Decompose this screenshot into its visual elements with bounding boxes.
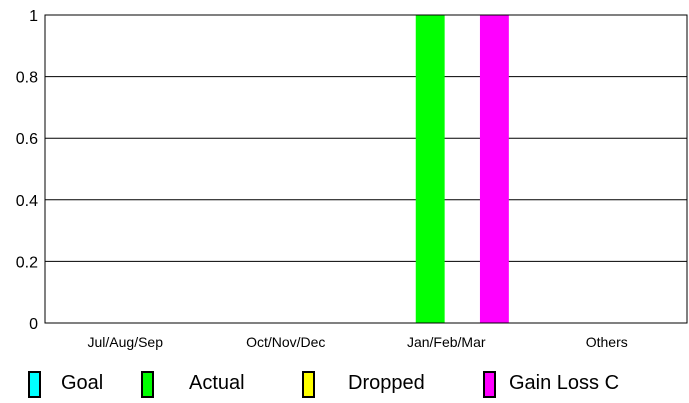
legend-label-gain-loss: Gain Loss C [509, 372, 620, 394]
y-tick-label: 0.2 [16, 254, 38, 271]
x-tick-label: Jul/Aug/Sep [88, 334, 164, 350]
x-tick-label: Oct/Nov/Dec [246, 334, 325, 350]
legend-swatch-gain-loss [483, 371, 496, 398]
bar [479, 15, 509, 323]
x-tick-label: Jan/Feb/Mar [407, 334, 486, 350]
y-tick-label: 0.8 [16, 70, 38, 87]
gridlines [45, 14, 687, 324]
legend-swatch-goal [28, 371, 41, 398]
legend-label-actual: Actual [189, 372, 245, 394]
legend-swatch-actual [141, 371, 154, 398]
bar [415, 15, 445, 323]
bar-chart: 0 0.2 0.4 0.6 0.8 1 Jul/Aug/Sep Oct/Nov/Dec Jan… [16, 8, 688, 350]
legend-label-goal: Goal [61, 372, 104, 394]
bars [415, 15, 509, 323]
plot-area-frame [44, 14, 688, 324]
legend-swatch-dropped [302, 371, 315, 398]
x-axis-tick-labels: Jul/Aug/Sep Oct/Nov/Dec Jan/Feb/Mar Others [88, 334, 628, 350]
y-tick-label: 0.6 [16, 131, 38, 148]
legend: Goal Actual Dropped Gain Loss C [0, 370, 689, 400]
y-tick-label: 0 [29, 316, 38, 333]
y-axis-tick-labels: 0 0.2 0.4 0.6 0.8 1 [16, 8, 38, 333]
x-tick-label: Others [586, 334, 628, 350]
legend-label-dropped: Dropped [348, 372, 425, 394]
y-tick-label: 0.4 [16, 193, 38, 210]
y-tick-label: 1 [29, 8, 38, 25]
